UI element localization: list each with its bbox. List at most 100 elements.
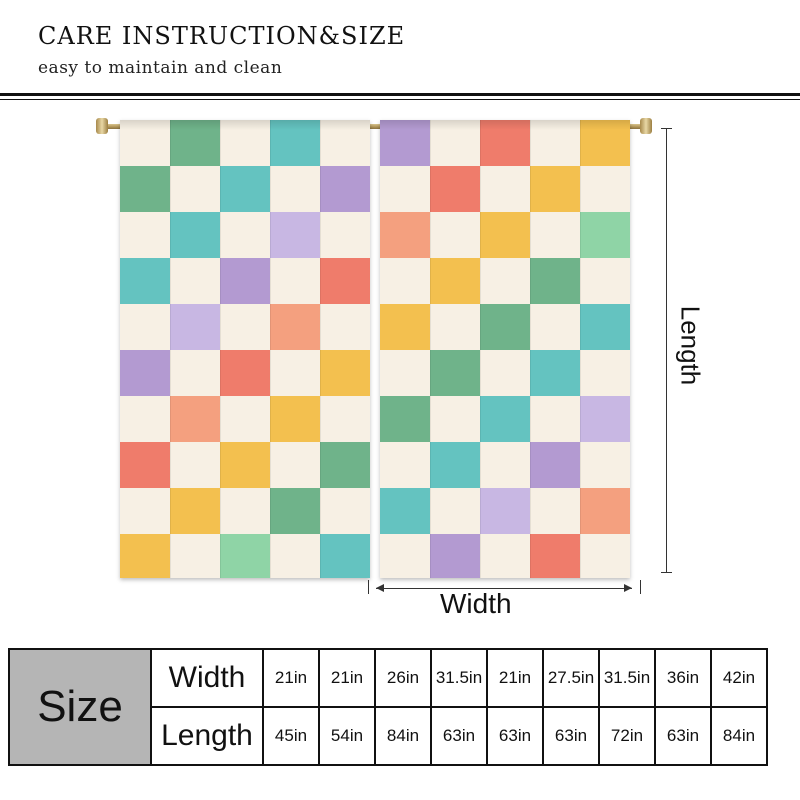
checker-square (580, 304, 630, 350)
checker-square (170, 166, 220, 212)
checker-square (380, 396, 430, 442)
checker-square (270, 120, 320, 166)
fabric-fold (220, 120, 221, 578)
checker-square (220, 534, 270, 578)
checker-square (120, 304, 170, 350)
checker-square (120, 350, 170, 396)
rod-finial-left (96, 118, 108, 134)
checker-square (480, 304, 530, 350)
checker-square (320, 120, 370, 166)
checker-square (480, 488, 530, 534)
checker-square (270, 396, 320, 442)
width-cell: 21in (486, 648, 544, 708)
checker-square (220, 258, 270, 304)
checker-square (580, 350, 630, 396)
fabric-fold (320, 120, 321, 578)
checker-square (430, 304, 480, 350)
checker-square (430, 488, 480, 534)
fabric-fold (430, 120, 431, 578)
checker-square (120, 442, 170, 488)
width-cell: 26in (374, 648, 432, 708)
checker-square (530, 258, 580, 304)
checker-square (530, 304, 580, 350)
checker-square (270, 258, 320, 304)
checker-grid (380, 120, 630, 578)
checker-square (220, 350, 270, 396)
checker-square (530, 350, 580, 396)
checker-square (120, 488, 170, 534)
fabric-fold (480, 120, 481, 578)
checker-square (430, 258, 480, 304)
checker-square (380, 488, 430, 534)
checker-square (430, 396, 480, 442)
checker-square (320, 212, 370, 258)
length-label: Length (675, 305, 706, 386)
length-cell: 84in (374, 706, 432, 766)
checker-square (580, 534, 630, 578)
curtain-rod (100, 124, 648, 129)
checker-square (380, 350, 430, 396)
checker-square (320, 442, 370, 488)
checker-square (120, 212, 170, 258)
checker-square (170, 488, 220, 534)
checker-square (530, 120, 580, 166)
checker-square (220, 442, 270, 488)
width-row-header: Width (150, 648, 264, 708)
length-cell: 45in (262, 706, 320, 766)
checker-square (120, 166, 170, 212)
checker-square (430, 350, 480, 396)
length-tick-top (661, 128, 672, 129)
checker-square (380, 258, 430, 304)
checker-square (170, 534, 220, 578)
checker-square (170, 304, 220, 350)
checker-square (430, 120, 480, 166)
checker-square (430, 442, 480, 488)
checker-square (220, 212, 270, 258)
length-row: Length 45in 54in 84in 63in 63in 63in 72i… (9, 706, 768, 766)
checker-square (220, 488, 270, 534)
checker-square (430, 534, 480, 578)
length-cell: 72in (598, 706, 656, 766)
checker-square (270, 212, 320, 258)
width-cell: 31.5in (598, 648, 656, 708)
checker-square (530, 396, 580, 442)
length-cell: 84in (710, 706, 768, 766)
checker-square (170, 212, 220, 258)
checker-square (480, 212, 530, 258)
width-dimension-line (376, 588, 632, 589)
rod-pocket-shadow (120, 120, 370, 130)
checker-square (380, 212, 430, 258)
length-tick-bottom (661, 572, 672, 573)
checker-grid (120, 120, 370, 578)
page-subtitle: easy to maintain and clean (38, 58, 283, 78)
checker-square (480, 120, 530, 166)
checker-square (580, 212, 630, 258)
checker-square (380, 120, 430, 166)
checker-square (430, 166, 480, 212)
checker-square (170, 396, 220, 442)
fabric-fold (270, 120, 271, 578)
checker-square (320, 350, 370, 396)
checker-square (530, 212, 580, 258)
arrow-right-icon (624, 584, 632, 592)
width-tick-right (640, 580, 641, 594)
checker-square (320, 488, 370, 534)
checker-square (480, 166, 530, 212)
checker-square (270, 350, 320, 396)
width-cell: 21in (318, 648, 376, 708)
page-title: CARE INSTRUCTION&SIZE (38, 22, 406, 50)
curtain-panel-left (120, 120, 370, 578)
checker-square (580, 258, 630, 304)
width-row: Size Width 21in 21in 26in 31.5in 21in 27… (8, 648, 768, 766)
checker-square (220, 396, 270, 442)
length-row-header: Length (150, 706, 264, 766)
checker-square (380, 304, 430, 350)
checker-square (580, 442, 630, 488)
checker-square (580, 120, 630, 166)
length-cell: 63in (654, 706, 712, 766)
checker-square (480, 534, 530, 578)
size-header: Size (8, 648, 152, 766)
checker-square (580, 396, 630, 442)
checker-square (480, 350, 530, 396)
checker-square (170, 350, 220, 396)
